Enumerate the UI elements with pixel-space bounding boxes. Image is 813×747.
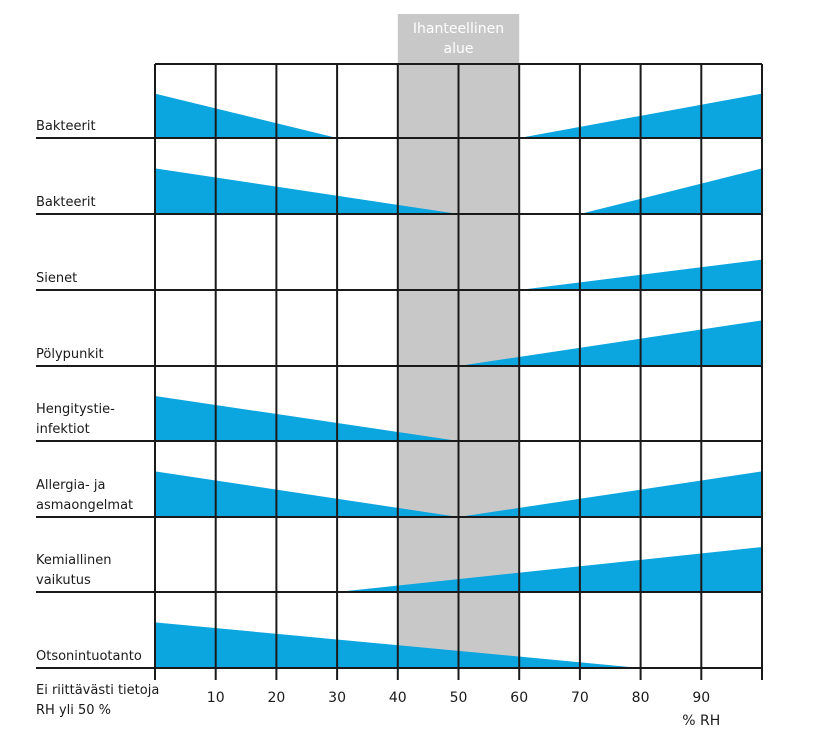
right-triangle [458, 471, 762, 517]
row-label: Sienet [36, 271, 77, 286]
footnote: Ei riittävästi tietoja [36, 683, 159, 698]
grid-layer [36, 63, 763, 680]
tick-label: 20 [267, 690, 285, 706]
tick-label: 60 [510, 690, 528, 706]
left-triangle [155, 471, 459, 517]
row-label: Allergia- ja [36, 478, 105, 493]
x-axis-label: % RH [682, 713, 720, 729]
right-triangle [458, 320, 762, 366]
ideal-zone-label: alue [444, 41, 474, 57]
tick-label: 30 [328, 690, 346, 706]
footnote: RH yli 50 % [36, 703, 111, 718]
left-triangle [155, 93, 338, 138]
row-label: Kemiallinen [36, 553, 111, 568]
row-label: asmaongelmat [36, 498, 133, 513]
left-triangle [155, 396, 459, 441]
right-triangle [579, 168, 762, 214]
row-label: Pölypunkit [36, 347, 104, 362]
tick-label: 40 [389, 690, 407, 706]
tick-label: 10 [207, 690, 225, 706]
row-label: infektiot [36, 422, 90, 437]
row-label: Hengitystie- [36, 402, 115, 417]
tick-label: 90 [692, 690, 710, 706]
row-label: Otsonintuotanto [36, 649, 142, 664]
row-label: vaikutus [36, 573, 91, 588]
left-triangle [155, 168, 459, 214]
row-label: Bakteerit [36, 195, 96, 210]
labels-layer: Ihanteellinen alue Bakteerit Bakteerit Siene… [36, 21, 720, 729]
tick-label: 80 [632, 690, 650, 706]
tick-label: 70 [571, 690, 589, 706]
row-label: Bakteerit [36, 119, 96, 134]
ideal-zone-label: Ihanteellinen [413, 21, 504, 37]
right-triangle [337, 547, 762, 592]
tick-label: 50 [450, 690, 468, 706]
